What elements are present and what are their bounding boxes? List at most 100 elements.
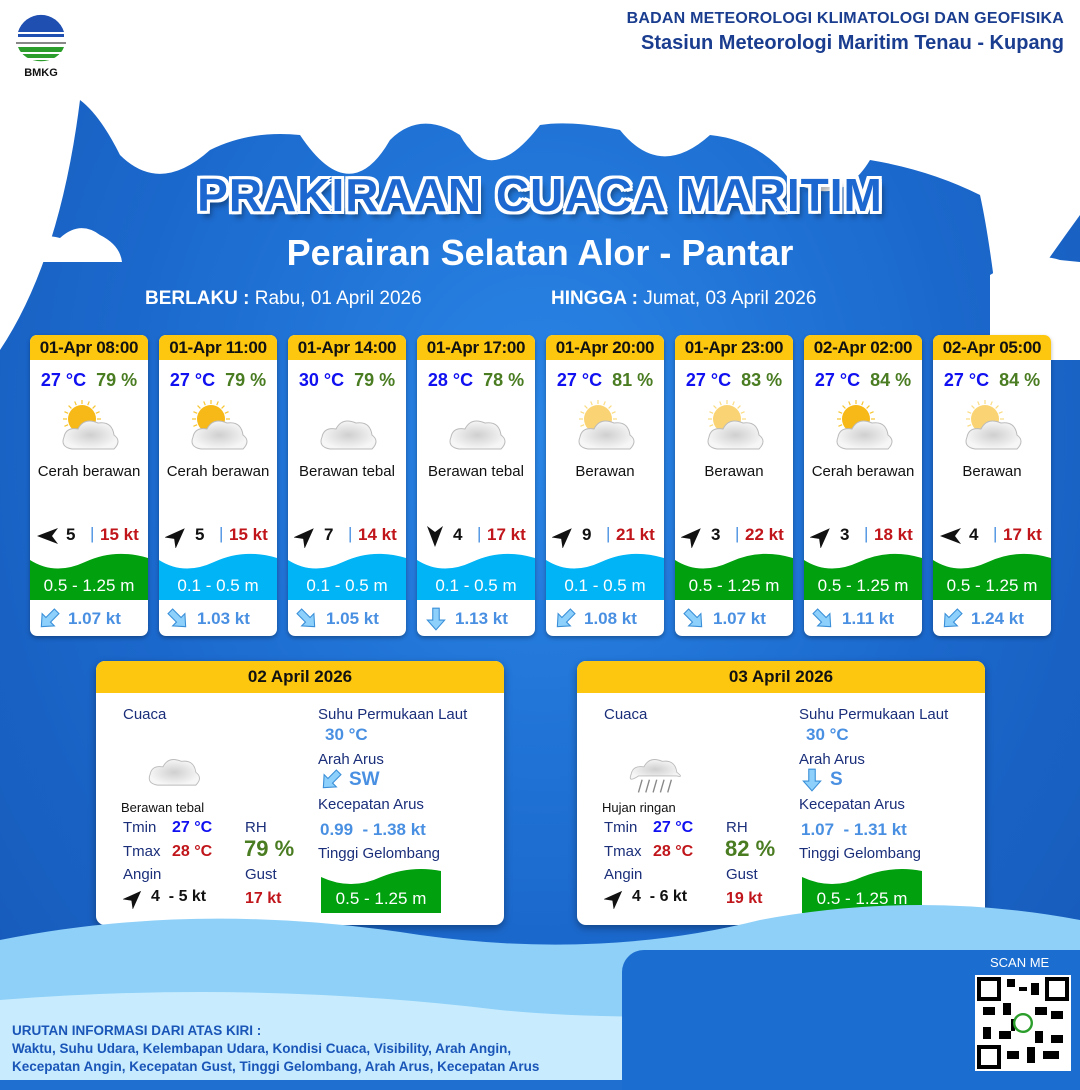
wind-speed: 5 <box>66 525 76 544</box>
tmin-label: Tmin <box>123 819 157 836</box>
forecast-card: 01-Apr 23:00 27 °C 83 % Berawan 3 | 22 kt … <box>675 335 793 636</box>
forecast-time: 01-Apr 23:00 <box>675 335 793 360</box>
humidity: 79 % <box>96 370 138 390</box>
current-direction-icon <box>167 608 187 628</box>
current-row: 1.11 kt <box>804 601 922 636</box>
current-direction-icon <box>683 608 703 628</box>
current-speed: 1.11 kt <box>842 609 894 628</box>
forecast-time: 01-Apr 20:00 <box>546 335 664 360</box>
summary-condition: Berawan tebal <box>121 800 205 815</box>
humidity: 84 % <box>999 370 1041 390</box>
current-speed-range: 1.07 - 1.31 kt <box>801 820 907 839</box>
footer-line-1: Waktu, Suhu Udara, Kelembapan Udara, Kon… <box>12 1041 512 1056</box>
kecepatan-arus-label: Kecepatan Arus <box>318 796 424 813</box>
gust-value: 17 kt <box>245 890 282 907</box>
cuaca-label: Cuaca <box>123 706 167 723</box>
wave-shape <box>417 553 535 600</box>
current-row: 1.05 kt <box>288 601 406 636</box>
wave-height: 0.1 - 0.5 m <box>417 548 535 600</box>
daily-summary-card: 02 April 2026 Cuaca Berawan tebal Tmin 2… <box>96 661 504 925</box>
sst-label: Suhu Permukaan Laut <box>318 706 468 723</box>
page-title: PRAKIRAAN CUACA MARITIM <box>197 169 883 221</box>
humidity: 81 % <box>612 370 654 390</box>
humidity: 78 % <box>483 370 525 390</box>
cloudy-icon <box>965 400 1022 450</box>
station-name: Stasiun Meteorologi Maritim Tenau - Kupa… <box>641 32 1064 54</box>
wave-height-value: 0.5 - 1.25 m <box>43 576 135 595</box>
weather-condition: Cerah berawan <box>811 463 915 480</box>
wind-row: 3 | 18 kt <box>804 523 922 548</box>
current-row: 1.03 kt <box>159 601 277 636</box>
wind-speed: 9 <box>582 525 592 544</box>
gust-speed: 17 kt <box>1003 525 1042 544</box>
forecast-card: 02-Apr 02:00 27 °C 84 % Cerah berawan 3 |… <box>804 335 922 636</box>
wind-row: 9 | 21 kt <box>546 523 664 548</box>
air-temperature: 27 °C <box>685 370 732 390</box>
rh-label: RH <box>726 819 748 836</box>
organization-header: BADAN METEOROLOGI KLIMATOLOGI DAN GEOFIS… <box>627 10 1064 55</box>
wave-shape <box>802 869 922 913</box>
wind-direction-icon <box>940 528 961 544</box>
wind-direction-icon <box>37 528 58 544</box>
forecast-card: 01-Apr 08:00 27 °C 79 % Cerah berawan 5 |… <box>30 335 148 636</box>
tmax-value: 28 °C <box>653 843 694 860</box>
wave-height-value: 0.5 - 1.25 m <box>816 889 908 908</box>
tmin-value: 27 °C <box>172 819 213 836</box>
daily-summary-card: 03 April 2026 Cuaca Hujan ringan Tmin 27… <box>577 661 985 925</box>
current-speed: 1.03 kt <box>197 609 250 628</box>
humidity: 79 % <box>225 370 267 390</box>
forecast-card: 02-Apr 05:00 27 °C 84 % Berawan 4 | 17 kt … <box>933 335 1051 636</box>
forecast-time: 01-Apr 08:00 <box>30 335 148 360</box>
current-speed: 1.07 kt <box>713 609 766 628</box>
rh-value: 79 % <box>244 836 295 861</box>
current-direction-icon <box>812 608 832 628</box>
sst-label: Suhu Permukaan Laut <box>799 706 949 723</box>
air-temperature: 27 °C <box>40 370 87 390</box>
current-row: 1.07 kt <box>675 601 793 636</box>
current-direction-icon <box>296 608 316 628</box>
overcast-icon <box>449 420 506 450</box>
summary-date: 03 April 2026 <box>577 661 985 693</box>
wave-shape <box>933 553 1051 600</box>
scan-me-label: SCAN ME <box>990 955 1050 970</box>
wave-height: 0.1 - 0.5 m <box>159 548 277 600</box>
weather-condition: Berawan tebal <box>428 463 524 480</box>
humidity: 84 % <box>870 370 912 390</box>
overcast-icon <box>320 420 377 450</box>
gust-speed: 15 kt <box>229 525 268 544</box>
current-direction-icon <box>426 607 446 631</box>
air-temperature: 28 °C <box>427 370 474 390</box>
arah-arus-label: Arah Arus <box>318 751 384 768</box>
rh-label: RH <box>245 819 267 836</box>
wave-shape <box>804 553 922 600</box>
summary-date: 02 April 2026 <box>96 661 504 693</box>
overcast-icon <box>148 759 200 786</box>
current-row: 1.13 kt <box>417 601 535 636</box>
qr-code[interactable] <box>975 975 1071 1071</box>
current-row: 1.08 kt <box>546 601 664 636</box>
wind-speed: 3 <box>840 525 850 544</box>
current-speed: 1.05 kt <box>326 609 379 628</box>
current-direction: S <box>830 769 843 790</box>
gust-speed: 18 kt <box>874 525 913 544</box>
current-direction-icon <box>943 608 963 628</box>
forecast-card: 01-Apr 20:00 27 °C 81 % Berawan 9 | 21 kt … <box>546 335 664 636</box>
wave-shape <box>675 553 793 600</box>
valid-from: BERLAKU : Rabu, 01 April 2026 <box>145 288 422 310</box>
gust-speed: 17 kt <box>487 525 526 544</box>
wind-range: 4 - 6 kt <box>632 888 688 905</box>
valid-from-date: Rabu, 01 April 2026 <box>254 288 422 309</box>
wind-speed: 4 <box>453 525 463 544</box>
wind-direction-icon <box>552 528 572 548</box>
weather-condition: Berawan <box>704 463 764 480</box>
tmax-value: 28 °C <box>172 843 213 860</box>
wave-height: 0.5 - 1.25 m <box>321 867 441 913</box>
logo-text: BMKG <box>24 67 58 78</box>
current-direction-icon <box>802 768 822 792</box>
forecast-time: 02-Apr 05:00 <box>933 335 1051 360</box>
qr-code-icon <box>977 977 1069 1069</box>
wave-height: 0.1 - 0.5 m <box>546 548 664 600</box>
wind-row: 4 | 17 kt <box>933 523 1051 547</box>
forecast-time: 01-Apr 14:00 <box>288 335 406 360</box>
current-direction: SW <box>349 769 380 790</box>
